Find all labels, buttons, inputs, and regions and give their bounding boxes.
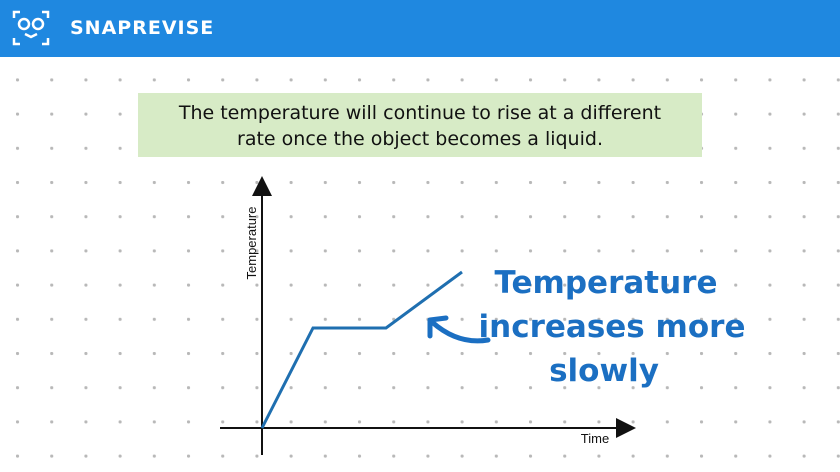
caption-box <box>138 93 702 157</box>
annotation-line: Temperature <box>495 265 718 301</box>
brand: SNAPREVISE <box>70 17 214 39</box>
annotation-arrow <box>429 319 491 344</box>
caption-line: rate once the object becomes a liquid. <box>237 128 603 150</box>
annotation-arrowhead <box>427 315 449 339</box>
logo <box>12 10 50 46</box>
heating-curve <box>260 270 463 429</box>
annotation-line: increases more <box>479 309 746 345</box>
y-axis-label: Temperature <box>244 207 259 280</box>
caption-line: The temperature will continue to rise at… <box>178 102 661 124</box>
x-axis-label: Time <box>581 431 609 446</box>
annotation-line: slowly <box>549 353 659 389</box>
header-bar <box>0 0 840 57</box>
